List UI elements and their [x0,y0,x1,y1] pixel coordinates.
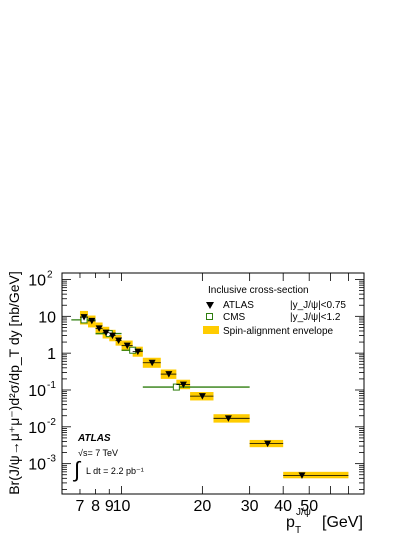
legend-envelope-swatch [203,326,219,334]
y-tick-exponent: -3 [47,454,56,465]
legend-cms-cut: |y_J/ψ|<1.2 [290,312,341,323]
cms-point [129,346,137,354]
x-tick-label: 50 [300,498,318,515]
legend-atlas-cut: |y_J/ψ|<0.75 [290,300,346,311]
x-tick-label: 8 [91,498,100,515]
atlas-point [264,440,272,448]
y-tick-exponent: 2 [47,269,53,280]
y-tick-label: 10 [28,457,46,474]
x-tick-label: 10 [113,498,131,515]
atlas-point [88,317,96,325]
y-axis-title: Br(J/ψ→μ⁺μ⁻)d²σ/dp_T dy [nb/GeV] [6,271,22,495]
y-tick-exponent: -1 [47,380,56,391]
y-tick-label: 10 [28,420,46,437]
x-axis-label-unit: [GeV] [322,514,363,531]
x-axis-title: p T J/ψ [GeV] [286,507,363,536]
legend-cms-marker [206,313,213,320]
legend-title: Inclusive cross-section [208,285,309,296]
x-tick-label: 20 [193,498,211,515]
y-tick-label: 10 [28,272,46,289]
atlas-layer [79,314,349,479]
y-tick-label: 10 [28,383,46,400]
x-tick-label: 7 [76,498,85,515]
x-tick-label: 30 [241,498,259,515]
experiment-label: ATLAS [77,433,111,444]
atlas-point [102,329,110,337]
x-axis-label-main: p [286,514,295,531]
atlas-point [95,325,103,332]
atlas-point [224,415,232,422]
x-axis: 7 8 910 20 30 40 50 [61,273,365,515]
legend-atlas-marker [206,302,214,309]
y-tick-label: 1 [47,346,56,363]
x-axis-label-sub: T [295,525,301,536]
legend-cms-label: CMS [223,312,246,323]
x-tick-label: 40 [274,498,292,515]
atlas-point [108,332,116,340]
y-tick-label: 10 [38,309,56,326]
atlas-point [179,381,187,389]
atlas-point [134,348,142,356]
atlas-point [198,393,206,400]
atlas-point [115,337,123,345]
atlas-point [148,359,156,367]
plot-frame [61,272,365,495]
energy-label: √s= 7 TeV [78,448,118,458]
atlas-point [123,342,131,350]
legend-envelope-label: Spin-alignment envelope [223,326,334,337]
y-tick-exponent: -2 [47,417,56,428]
cms-point [172,383,180,391]
annotation-block: ATLAS √s= 7 TeV ∫ L dt = 2.2 pb⁻¹ [72,433,144,482]
legend-atlas-label: ATLAS [223,300,254,311]
integral-sign: ∫ [72,457,82,482]
x-tick-label: 9 [105,498,114,515]
atlas-point [298,472,306,479]
atlas-point [80,314,88,321]
atlas-point [165,371,173,378]
x-axis-label-sup: J/ψ [296,507,311,518]
legend: Inclusive cross-section ATLAS |y_J/ψ|<0.… [203,285,346,337]
lumi-label: L dt = 2.2 pb⁻¹ [86,466,144,476]
y-axis-label: Br(J/ψ→μ⁺μ⁻)d²σ/dp_T dy [nb/GeV] [6,271,22,495]
